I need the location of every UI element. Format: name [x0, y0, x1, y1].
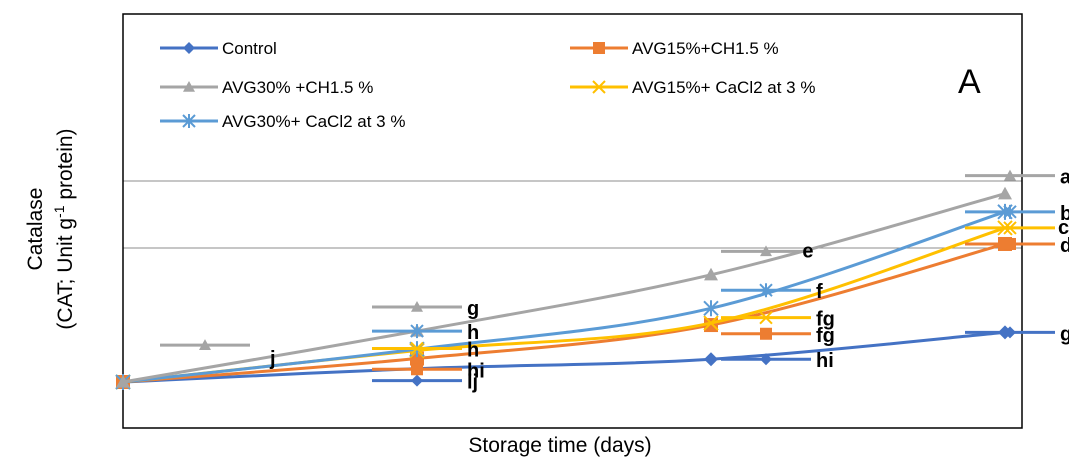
legend-label: AVG15%+ CaCl2 at 3 % [632, 78, 815, 97]
y-axis-title: Catalase (CAT; Unit g-1 protein) [24, 128, 77, 329]
legend-item: AVG30%+ CaCl2 at 3 % [160, 112, 405, 131]
significance-letter: ij [467, 372, 478, 394]
significance-letter: d [1060, 235, 1069, 257]
marker-triangle [116, 375, 130, 388]
legend: Control AVG15%+CH1.5 % AVG30% +CH1.5 % AVG1… [160, 39, 815, 131]
letter-mark: g [372, 298, 479, 320]
significance-letter: g [467, 298, 479, 320]
gridlines [123, 180, 1022, 249]
legend-item: AVG30% +CH1.5 % [160, 78, 373, 97]
marker-diamond [183, 42, 195, 54]
legend-label: AVG30% +CH1.5 % [222, 78, 373, 97]
marker-triangle [704, 267, 718, 281]
legend-label: Control [222, 39, 277, 58]
significance-letter: a [1060, 167, 1069, 189]
significance-letter: fg [816, 325, 835, 347]
x-axis-title: Storage time (days) [468, 434, 651, 457]
legend-label: AVG15%+CH1.5 % [632, 39, 779, 58]
marker-star [703, 300, 719, 317]
significance-letter: g [1060, 323, 1069, 345]
marker-square [593, 42, 605, 54]
letter-mark: h [372, 322, 479, 344]
marker-x [592, 80, 606, 94]
marker-triangle [760, 245, 772, 257]
letter-mark: ij [372, 372, 478, 394]
marker-x [759, 310, 773, 325]
letter-mark [721, 245, 811, 257]
marker-x [1003, 221, 1017, 235]
marker-diamond [411, 374, 423, 387]
marker-triangle [998, 186, 1012, 200]
letter-mark: hi [721, 350, 834, 372]
marker-star [410, 324, 424, 339]
significance-letter: h [467, 322, 479, 344]
series-line [122, 210, 1006, 384]
marker-triangle [199, 339, 211, 350]
marker-triangle [411, 300, 423, 312]
marker-x [410, 341, 424, 356]
legend-label: AVG30%+ CaCl2 at 3 % [222, 112, 405, 131]
significance-letter: c [1058, 217, 1069, 239]
significance-letter: h [467, 340, 479, 362]
y-axis-title-line1: Catalase [24, 188, 47, 271]
marker-square [760, 327, 772, 340]
marker-x [703, 315, 719, 331]
letter-mark: f [721, 281, 823, 303]
legend-item: AVG15%+CH1.5 % [570, 39, 779, 58]
letter-mark: h [372, 340, 479, 362]
significance-letter: hi [467, 360, 485, 382]
letter-mark: b [965, 203, 1069, 225]
letter-mark: fg [721, 325, 835, 347]
significance-letter: e [802, 240, 813, 262]
letter-mark [965, 221, 1055, 235]
letter-mark: d [965, 235, 1069, 257]
significance-letter: fg [816, 309, 835, 331]
plot-area-border [122, 13, 1023, 429]
series-layer [115, 186, 1013, 390]
significance-letter: b [1060, 203, 1069, 225]
legend-item: AVG15%+ CaCl2 at 3 % [570, 78, 815, 97]
marker-square [411, 363, 423, 376]
letter-mark: j [160, 339, 276, 370]
significance-letter: hi [816, 350, 834, 372]
marker-triangle [183, 81, 195, 92]
marker-square [1004, 237, 1016, 250]
significance-letter: f [816, 281, 823, 303]
y-axis-title-line2: (CAT; Unit g-1 protein) [51, 128, 77, 329]
panel-label: A [958, 63, 981, 101]
marker-triangle [1004, 169, 1016, 181]
legend-item: Control [160, 39, 277, 58]
letter-mark: fg [721, 309, 835, 331]
letter-mark: g [965, 323, 1069, 345]
series-line [122, 242, 1006, 384]
letter-mark: a [965, 167, 1069, 189]
marker-star [759, 283, 773, 298]
series-line [122, 330, 1006, 384]
series-line [122, 192, 1006, 384]
marker-diamond [1004, 326, 1016, 339]
significance-letter: j [269, 348, 276, 370]
marker-diamond [704, 352, 718, 367]
marker-diamond [760, 353, 772, 366]
marker-star [1003, 204, 1017, 219]
letter-mark: hi [372, 360, 485, 382]
marker-star [182, 114, 196, 128]
